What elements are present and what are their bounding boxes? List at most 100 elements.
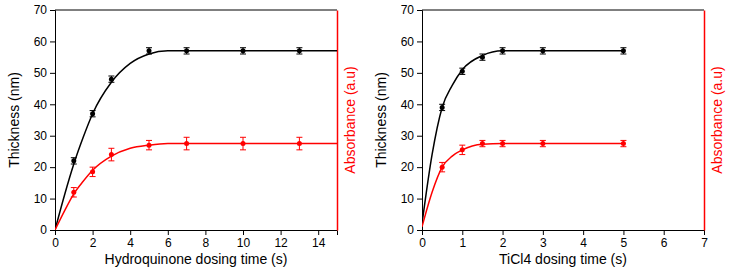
y-tick-mark (50, 73, 55, 74)
fit-line (55, 51, 337, 230)
error-bar-cap (108, 76, 114, 77)
x-axis-line (423, 231, 705, 236)
x-tick-mark (318, 230, 319, 235)
y-tick-mark (417, 230, 422, 231)
y-tick-mark (50, 230, 55, 231)
y-tick-mark (417, 136, 422, 137)
data-point (184, 48, 189, 53)
x-tick-mark (623, 230, 624, 235)
error-bar-cap (620, 47, 626, 48)
data-point (71, 158, 76, 163)
x-tick-label: 0 (52, 236, 59, 250)
y-tick: 50 (34, 66, 55, 80)
y-tick-mark (50, 167, 55, 168)
x-tick-mark (243, 230, 244, 235)
x-tick: 4 (127, 230, 134, 250)
y-tick-label: 70 (401, 3, 415, 17)
y-tick: 70 (34, 3, 55, 17)
data-point (440, 165, 445, 170)
x-axis-line (56, 231, 338, 236)
x-tick: 1 (459, 230, 466, 250)
error-bar (184, 137, 190, 150)
error-bar-cap (500, 47, 506, 48)
error-bar (184, 48, 190, 54)
x-tick: 4 (580, 230, 587, 250)
x-tick: 6 (661, 230, 668, 250)
x-tick-mark (281, 230, 282, 235)
error-bar-cap (146, 47, 152, 48)
data-point (440, 105, 445, 110)
y-tick: 70 (401, 3, 422, 17)
x-tick: 2 (500, 230, 507, 250)
error-bar-cap (240, 54, 246, 55)
y-tick-mark (417, 73, 422, 74)
y-tick: 20 (401, 160, 422, 174)
x-tick: 2 (90, 230, 97, 250)
x-tick-mark (168, 230, 169, 235)
chart-panel: 02468101214010203040506070Hydroquinone d… (6, 3, 358, 267)
x-tick: 3 (540, 230, 547, 250)
x-tick-label: 8 (203, 236, 210, 250)
error-bar-cap (240, 137, 246, 138)
error-bar (296, 137, 302, 150)
error-bar-cap (71, 164, 77, 165)
x-tick-label: 6 (165, 236, 172, 250)
error-bar (240, 137, 246, 150)
error-bar-cap (108, 148, 114, 149)
error-bar-cap (146, 140, 152, 141)
x-tick-label: 2 (500, 236, 507, 250)
error-bar-cap (71, 187, 77, 188)
x-axis: 02468101214 (52, 230, 337, 250)
y-tick-mark (417, 199, 422, 200)
y-tick: 30 (34, 129, 55, 143)
frame-top (55, 10, 337, 11)
x-tick-label: 3 (540, 236, 547, 250)
error-bar-cap (439, 171, 445, 172)
error-bar-cap (439, 104, 445, 105)
y-tick-label: 40 (401, 98, 415, 112)
data-point (184, 141, 189, 146)
error-bar-cap (296, 137, 302, 138)
error-bar (90, 111, 96, 117)
fit-line (422, 144, 623, 227)
error-bar-cap (90, 167, 96, 168)
x-tick: 5 (621, 230, 628, 250)
error-bar-cap (296, 149, 302, 150)
error-bar-cap (479, 60, 485, 61)
error-bar-cap (500, 140, 506, 141)
x-tick-mark (130, 230, 131, 235)
error-bar-cap (146, 54, 152, 55)
y-tick-mark (50, 10, 55, 11)
data-point (540, 48, 545, 53)
frame-top (422, 10, 704, 11)
error-bar-cap (146, 149, 152, 150)
x-tick-mark (205, 230, 206, 235)
x-tick-mark (503, 230, 504, 235)
data-point (621, 48, 626, 53)
error-bar-cap (439, 110, 445, 111)
y-tick-label: 0 (40, 223, 47, 237)
fit-line (422, 51, 623, 224)
error-bar (146, 48, 152, 54)
y-tick-mark (50, 104, 55, 105)
y-tick-label: 0 (407, 223, 414, 237)
error-bar-cap (500, 54, 506, 55)
y-tick: 40 (34, 98, 55, 112)
error-bar (479, 54, 485, 60)
y2-axis-line (337, 11, 339, 231)
error-bar-cap (620, 140, 626, 141)
y-axis: 010203040506070 (401, 3, 423, 237)
error-bar-cap (108, 160, 114, 161)
error-bar-cap (479, 140, 485, 141)
error-bar (540, 140, 546, 146)
error-bar-cap (184, 54, 190, 55)
y-tick-mark (417, 10, 422, 11)
x-tick-label: 5 (621, 236, 628, 250)
y-tick: 30 (401, 129, 422, 143)
x-tick-label: 4 (127, 236, 134, 250)
y-tick-label: 10 (34, 192, 48, 206)
data-point (71, 190, 76, 195)
y-tick-label: 50 (34, 66, 48, 80)
error-bar-cap (479, 54, 485, 55)
error-bar-cap (500, 146, 506, 147)
